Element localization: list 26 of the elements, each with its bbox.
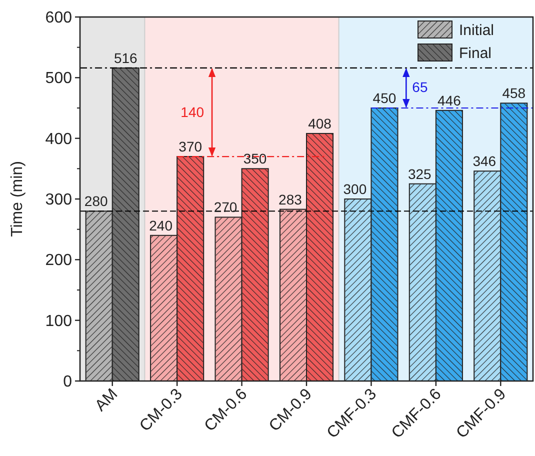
legend-label: Initial [459,22,494,39]
data-label: 350 [243,150,267,167]
data-label: 346 [472,153,496,170]
data-label: 516 [114,50,138,66]
data-label: 283 [278,191,302,208]
data-label: 280 [84,193,108,210]
data-label: 325 [408,166,432,182]
annotation: 65 [412,78,428,95]
y-tick-label: 600 [45,10,72,26]
x-tick-label: AM [92,386,122,415]
y-tick-label: 200 [45,252,72,270]
y-tick-label: 400 [45,130,72,148]
data-label: 300 [343,181,367,197]
legend-label: Final [459,45,492,62]
y-tick-label: 0 [63,374,72,390]
data-label: 370 [178,138,202,155]
data-label: 450 [372,90,396,106]
y-axis-title: Time (min) [9,161,26,237]
data-label: 240 [149,217,173,234]
y-tick-label: 500 [45,70,72,88]
y-tick-label: 100 [45,312,72,330]
y-tick-label: 300 [45,192,72,208]
annotation: 140 [180,104,204,120]
data-label: 408 [308,115,332,132]
data-label: 446 [438,92,462,108]
data-label: 458 [502,85,526,102]
